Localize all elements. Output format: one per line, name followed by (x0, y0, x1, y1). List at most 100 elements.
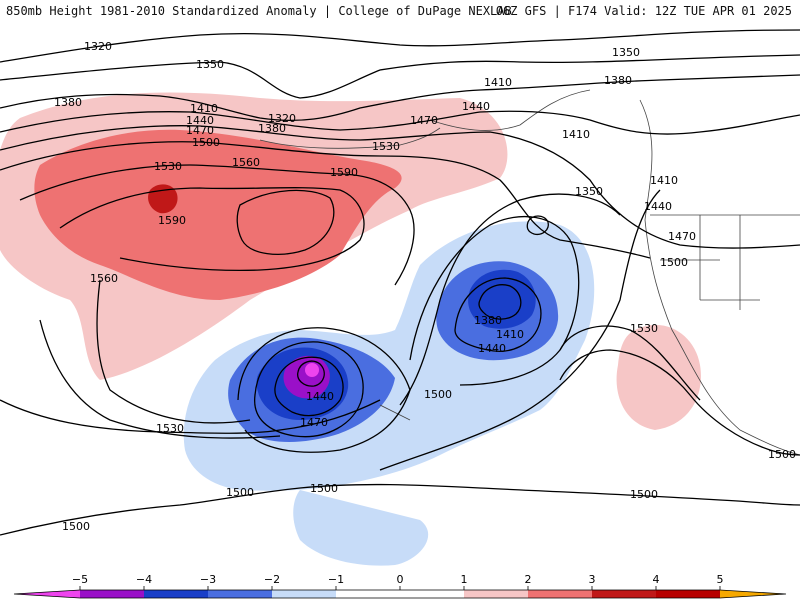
colorbar-bin (272, 590, 336, 598)
colorbar-ticks (79, 586, 721, 590)
colorbar: −5 −4 −3 −2 −1 0 1 2 3 4 5 (0, 570, 800, 600)
colorbar-tip-left (14, 590, 80, 598)
colorbar-tick-label: 1 (461, 573, 468, 586)
colorbar-bin (208, 590, 272, 598)
contour-label: 1590 (330, 166, 358, 179)
contour-line (0, 110, 800, 135)
contour-line (0, 29, 800, 63)
colorbar-bin (656, 590, 720, 598)
contour-label: 1410 (190, 102, 218, 115)
contour-line (59, 187, 365, 272)
contour-label: 1500 (310, 482, 338, 495)
contour-line (0, 483, 800, 536)
colorbar-tick-label: −3 (200, 573, 216, 586)
contour-label: 1470 (410, 114, 438, 127)
contour-label: 1500 (226, 486, 254, 499)
map-title: 850mb Height 1981-2010 Standardized Anom… (6, 4, 512, 18)
anomaly-area-minus4 (283, 355, 330, 399)
contour-line (0, 54, 800, 99)
contour-label: 1440 (644, 200, 672, 213)
contour-label: 1380 (258, 122, 286, 135)
contour-line (409, 215, 580, 386)
height-contours (0, 29, 800, 536)
colorbar-tick-label: 4 (653, 573, 660, 586)
contour-labels: 1320 1350 1410 1350 1380 1380 1410 1440 … (54, 40, 796, 533)
colorbar-bin (336, 590, 464, 598)
contour-line (0, 399, 381, 434)
state-lines (660, 215, 760, 310)
colorbar-bin (528, 590, 592, 598)
contour-label: 1500 (62, 520, 90, 533)
colorbar-tick-label: 3 (589, 573, 596, 586)
contour-line (559, 349, 800, 456)
contour-label: 1380 (54, 96, 82, 109)
contour-label: 1530 (156, 422, 184, 435)
model-run-info: 06Z GFS | F174 Valid: 12Z TUE APR 01 202… (495, 4, 792, 18)
contour-label: 1470 (186, 124, 214, 137)
contour-label: 1500 (768, 448, 796, 461)
contour-line (379, 189, 661, 471)
hawaii-chain (379, 404, 411, 421)
contour-label: 1380 (604, 74, 632, 87)
contour-line (559, 325, 701, 401)
contour-label: 1410 (496, 328, 524, 341)
colorbar-tick-label: −4 (136, 573, 152, 586)
colorbar-tick-label: 0 (397, 573, 404, 586)
colorbar-tick-label: −2 (264, 573, 280, 586)
contour-label: 1440 (462, 100, 490, 113)
colorbar-tick-label: −1 (328, 573, 344, 586)
contour-line (39, 319, 281, 439)
colorbar-tip-right (720, 590, 786, 598)
map-header: 850mb Height 1981-2010 Standardized Anom… (0, 0, 800, 22)
contour-line (96, 279, 251, 424)
anomaly-area-plus1-east (616, 324, 701, 430)
colorbar-tick-label: 5 (717, 573, 724, 586)
contour-label: 1350 (196, 58, 224, 71)
contour-label: 1410 (484, 76, 512, 89)
contour-label: 1440 (306, 390, 334, 403)
anomaly-area-minus1-south (293, 490, 429, 566)
contour-line (0, 141, 651, 259)
contour-line (236, 189, 335, 255)
contour-line (478, 284, 522, 320)
colorbar-bin (144, 590, 208, 598)
contour-label: 1410 (562, 128, 590, 141)
contour-label: 1560 (232, 156, 260, 169)
contour-label: 1500 (630, 488, 658, 501)
contour-label: 1500 (424, 388, 452, 401)
contour-label: 1350 (575, 185, 603, 198)
contour-label: 1320 (84, 40, 112, 53)
contour-line (19, 164, 415, 286)
contour-line (274, 356, 344, 417)
contour-line (526, 215, 549, 236)
contour-line (399, 193, 621, 406)
colorbar-bins (13, 589, 787, 599)
contour-line (454, 277, 542, 352)
contour-line (297, 360, 325, 387)
colorbar-tick-label: −5 (72, 573, 88, 586)
contour-label: 1410 (650, 174, 678, 187)
contour-line (0, 125, 800, 249)
contour-label: 1470 (300, 416, 328, 429)
colorbar-bin (80, 590, 144, 598)
contour-label: 1530 (154, 160, 182, 173)
contour-label: 1530 (372, 140, 400, 153)
contour-label: 1440 (478, 342, 506, 355)
contour-label: 1440 (186, 114, 214, 127)
contour-line (254, 341, 364, 438)
colorbar-bin (464, 590, 528, 598)
contour-label: 1380 (474, 314, 502, 327)
contour-label: 1500 (660, 256, 688, 269)
contour-label: 1470 (668, 230, 696, 243)
contour-label: 1320 (268, 112, 296, 125)
contour-label: 1500 (192, 136, 220, 149)
colorbar-tick-label: 2 (525, 573, 532, 586)
anomaly-area-minus5 (305, 363, 319, 377)
colorbar-tick-labels: −5 −4 −3 −2 −1 0 1 2 3 4 5 (72, 573, 724, 586)
alaska-coast (429, 89, 591, 131)
north-america-coast (639, 99, 800, 456)
colorbar-bin (592, 590, 656, 598)
contour-label: 1590 (158, 214, 186, 227)
contour-label: 1350 (612, 46, 640, 59)
contour-label: 1530 (630, 322, 658, 335)
